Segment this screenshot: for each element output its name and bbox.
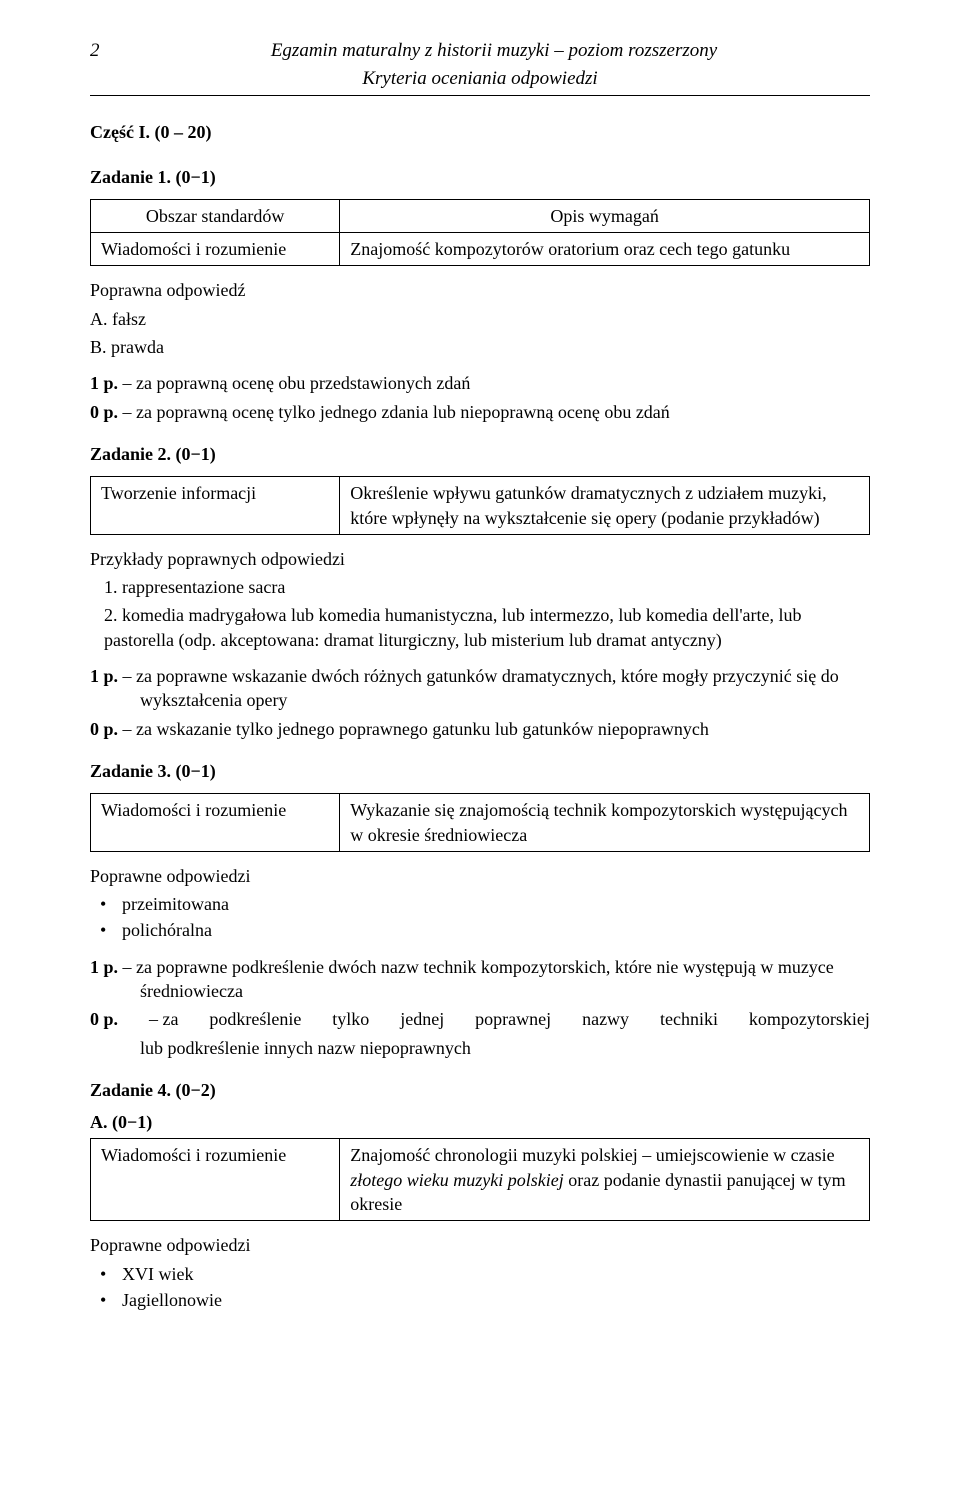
- z1-answer-label: Poprawna odpowiedź: [90, 278, 870, 302]
- z3-p0-b: – za: [149, 1007, 178, 1031]
- z4-answers-label: Poprawne odpowiedzi: [90, 1233, 870, 1257]
- z3-p0-h: techniki: [660, 1007, 718, 1031]
- z2-p0: 0 p. – za wskazanie tylko jednego popraw…: [90, 717, 870, 741]
- z1-col1-label: Obszar standardów: [91, 199, 340, 232]
- z2-p1: 1 p. – za poprawne wskazanie dwóch różny…: [90, 664, 870, 713]
- page-number: 2: [90, 38, 118, 64]
- z3-p1: 1 p. – za poprawne podkreślenie dwóch na…: [90, 955, 870, 1004]
- z3-table: Wiadomości i rozumienie Wykazanie się zn…: [90, 793, 870, 852]
- z1-p0: 0 p. – za poprawną ocenę tylko jednego z…: [90, 400, 870, 424]
- z4-b2: Jagiellonowie: [90, 1288, 870, 1312]
- z2-row-left: Tworzenie informacji: [91, 477, 340, 535]
- z3-p0-c: podkreślenie: [209, 1007, 301, 1031]
- z3-p0-line2: lub podkreślenie innych nazw niepoprawny…: [90, 1036, 870, 1060]
- z3-p0-i: kompozytorskiej: [749, 1007, 870, 1031]
- z3-b1: przeimitowana: [90, 892, 870, 916]
- z4-row-right-italic: złotego wieku muzyki polskiej: [350, 1170, 563, 1190]
- z3-bullets: przeimitowana polichóralna: [90, 892, 870, 943]
- z4-row-right: Znajomość chronologii muzyki polskiej – …: [340, 1139, 870, 1221]
- z1-row-right: Znajomość kompozytorów oratorium oraz ce…: [340, 233, 870, 266]
- z1-p1: 1 p. 1 p. – za poprawną ocenę obu przeds…: [90, 371, 870, 395]
- z4-bullets: XVI wiek Jagiellonowie: [90, 1262, 870, 1313]
- z2-examples-label: Przykłady poprawnych odpowiedzi: [90, 547, 870, 571]
- header-title-line1: Egzamin maturalny z historii muzyki – po…: [118, 38, 870, 64]
- z1-row-left: Wiadomości i rozumienie: [91, 233, 340, 266]
- header-row: 2 Egzamin maturalny z historii muzyki – …: [90, 38, 870, 64]
- z1-a: A. fałsz: [90, 307, 870, 331]
- z2-item2: 2. komedia madrygałowa lub komedia human…: [90, 603, 870, 652]
- z3-b2: polichóralna: [90, 918, 870, 942]
- z2-table: Tworzenie informacji Określenie wpływu g…: [90, 476, 870, 535]
- z3-row-right: Wykazanie się znajomością technik kompoz…: [340, 794, 870, 852]
- z3-p0-f: poprawnej: [475, 1007, 551, 1031]
- z3-p0-line1: 0 p. – za podkreślenie tylko jednej popr…: [90, 1007, 870, 1031]
- z3-p0-d: tylko: [332, 1007, 369, 1031]
- part-title: Część I. (0 – 20): [90, 120, 870, 144]
- z3-p0-a: 0 p.: [90, 1007, 118, 1031]
- z1-title: Zadanie 1. (0−1): [90, 165, 870, 189]
- z3-p0-e: jednej: [400, 1007, 444, 1031]
- z4-title: Zadanie 4. (0−2): [90, 1078, 870, 1102]
- z4-row-left: Wiadomości i rozumienie: [91, 1139, 340, 1221]
- header-rule: [90, 95, 870, 96]
- z2-row-right: Określenie wpływu gatunków dramatycznych…: [340, 477, 870, 535]
- z2-item1: 1. rappresentazione sacra: [90, 575, 870, 599]
- z1-table: Obszar standardów Opis wymagań Wiadomośc…: [90, 199, 870, 267]
- z2-title: Zadanie 2. (0−1): [90, 442, 870, 466]
- header-title-line2: Kryteria oceniania odpowiedzi: [90, 66, 870, 92]
- z4-table: Wiadomości i rozumienie Znajomość chrono…: [90, 1138, 870, 1221]
- z1-b: B. prawda: [90, 335, 870, 359]
- z3-p0-g: nazwy: [582, 1007, 629, 1031]
- z4-row-right-a: Znajomość chronologii muzyki polskiej – …: [350, 1145, 834, 1165]
- z1-col2-label: Opis wymagań: [340, 199, 870, 232]
- z3-answers-label: Poprawne odpowiedzi: [90, 864, 870, 888]
- z3-row-left: Wiadomości i rozumienie: [91, 794, 340, 852]
- z3-title: Zadanie 3. (0−1): [90, 759, 870, 783]
- z4-b1: XVI wiek: [90, 1262, 870, 1286]
- z4-sub: A. (0−1): [90, 1110, 870, 1134]
- page: 2 Egzamin maturalny z historii muzyki – …: [0, 0, 960, 1494]
